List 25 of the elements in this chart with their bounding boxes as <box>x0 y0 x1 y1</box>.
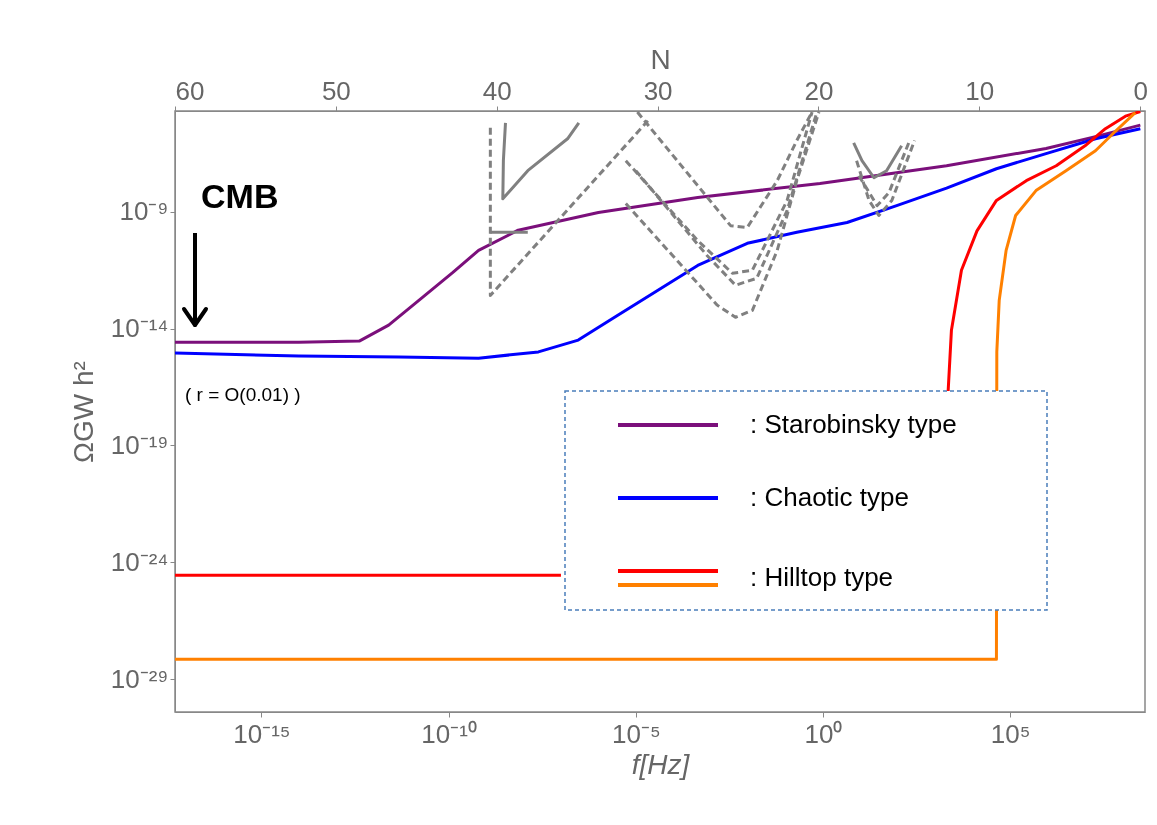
x2-tick-label: 0 <box>1133 75 1148 106</box>
y-tick-label: 10⁻¹⁴ <box>110 313 169 344</box>
x2-tick-label: 30 <box>643 75 673 106</box>
annotation: ( r = O(0.01) ) <box>185 384 301 405</box>
annotation: CMB <box>201 177 279 215</box>
legend-label: : Starobinsky type <box>750 409 957 439</box>
y-tick-label: 10⁻⁹ <box>119 196 169 227</box>
x-tick-label: 10⁰ <box>804 718 843 749</box>
x-axis-title: f[Hz] <box>631 748 691 780</box>
x2-tick-label: 20 <box>804 75 834 106</box>
x2-axis-title: N <box>650 43 671 75</box>
legend-label: : Chaotic type <box>750 482 909 512</box>
x2-tick-label: 40 <box>482 75 512 106</box>
y-tick-label: 10⁻²⁴ <box>110 546 169 577</box>
x-tick-label: 10⁵ <box>990 718 1031 749</box>
y-tick-label: 10⁻²⁹ <box>110 663 169 694</box>
x-tick-label: 10⁻¹⁵ <box>233 718 291 749</box>
x2-tick-label: 10 <box>965 75 995 106</box>
y-axis-title: ΩGW h² <box>67 361 99 463</box>
x2-tick-label: 60 <box>175 75 205 106</box>
legend-label: : Hilltop type <box>750 562 894 592</box>
x-tick-label: 10⁻⁵ <box>611 718 661 749</box>
y-tick-label: 10⁻¹⁹ <box>110 429 169 460</box>
x-tick-label: 10⁻¹⁰ <box>421 718 477 749</box>
x2-tick-label: 50 <box>321 75 351 106</box>
